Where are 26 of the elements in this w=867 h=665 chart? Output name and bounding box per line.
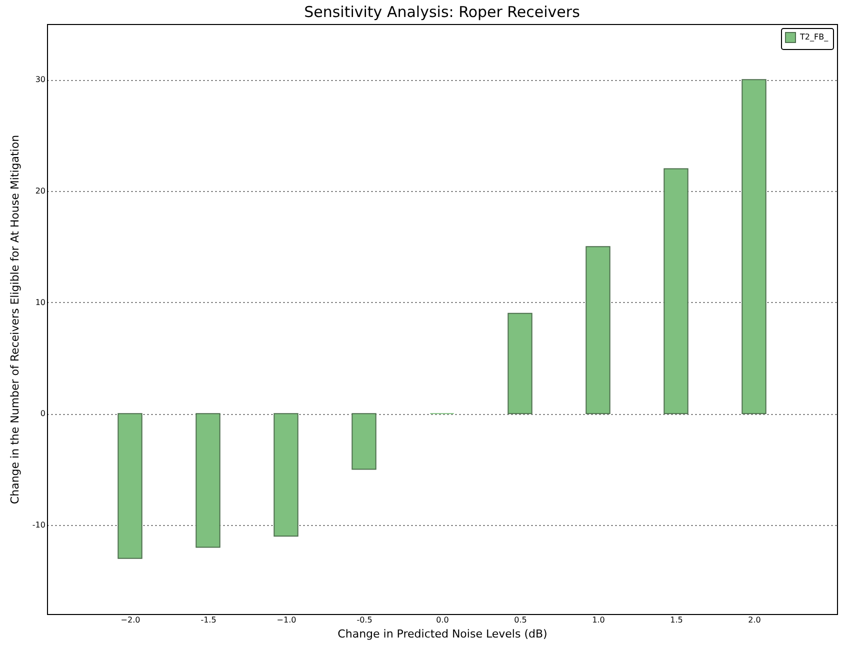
bar	[352, 413, 376, 470]
bar	[196, 413, 220, 548]
bar	[742, 79, 766, 414]
x-tick-label: 2.0	[748, 616, 761, 624]
x-tick-label: 1.0	[592, 616, 605, 624]
y-tick-label: 20	[35, 186, 46, 196]
bar	[118, 413, 142, 559]
y-axis-title: Change in the Number of Receivers Eligible for At House Mitigation	[8, 134, 22, 504]
legend-label: T2_FB_	[799, 32, 830, 42]
x-tick-label: 0.0	[436, 616, 449, 624]
y-tick-label: 30	[35, 75, 46, 84]
x-tick-label: −1.0	[276, 616, 296, 624]
x-tick-label: -1.5	[200, 616, 216, 624]
x-tick-label: 0.5	[514, 616, 527, 624]
bar	[664, 168, 688, 414]
bar	[586, 246, 610, 414]
x-tick-label: 1.5	[670, 616, 683, 624]
y-tick-label: 10	[35, 298, 46, 307]
x-axis-title: Change in Predicted Noise Levels (dB)	[338, 628, 548, 640]
bar	[274, 413, 298, 537]
y-tick-label: 0	[40, 409, 46, 418]
x-tick-label: -0.5	[356, 616, 372, 624]
bar	[508, 312, 532, 414]
y-tick-label: -10	[32, 520, 46, 530]
chart-title: Sensitivity Analysis: Roper Receivers	[304, 3, 580, 21]
x-tick-label: −2.0	[120, 616, 140, 624]
